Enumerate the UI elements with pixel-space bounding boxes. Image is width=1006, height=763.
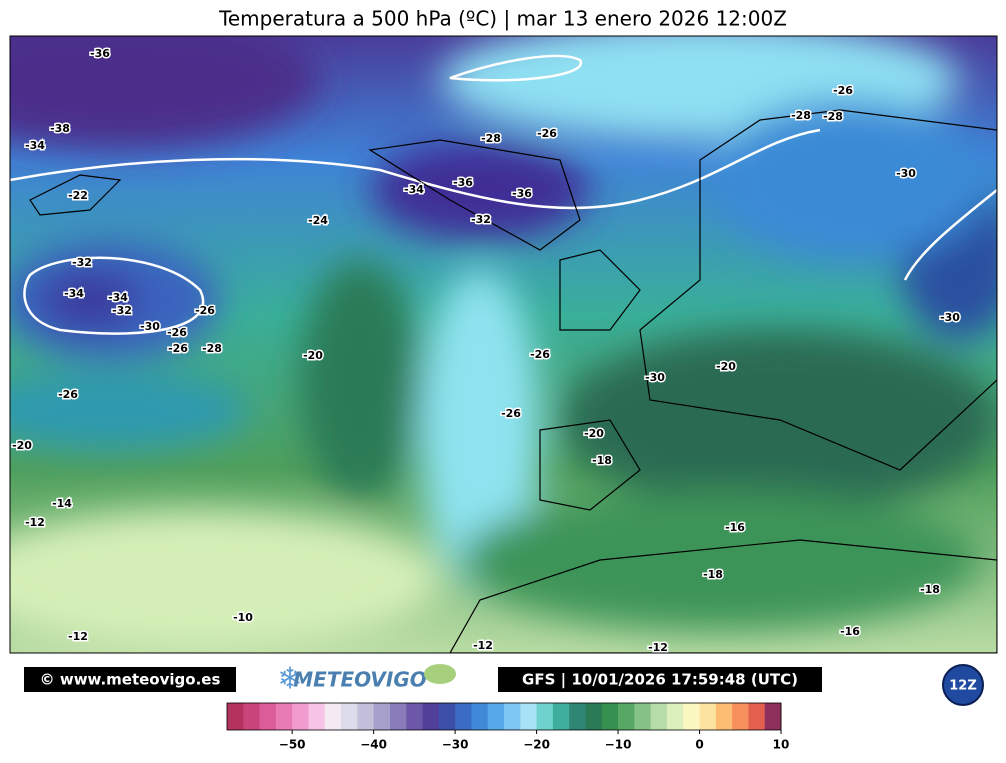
run-badge: 12Z [949, 679, 977, 694]
map-field: -36-38-34-22-32-34 -34-32-30-26-26-26 -28-… [10, 36, 997, 654]
contour-label: -12 [473, 639, 493, 652]
contour-label: -32 [72, 256, 92, 269]
colorbar-swatch [389, 703, 407, 730]
colorbar-swatch [732, 703, 749, 730]
contour-label: -26 [537, 127, 557, 140]
contour-label: -12 [648, 641, 668, 654]
colorbar-swatch [585, 703, 603, 730]
contour-label: -26 [195, 304, 215, 317]
colorbar-swatch [243, 703, 261, 730]
colorbar-swatch [438, 703, 456, 730]
contour-label: -30 [645, 371, 665, 384]
contour-label: -26 [501, 407, 521, 420]
map-title: Temperatura a 500 hPa (ºC) | mar 13 ener… [218, 7, 787, 31]
contour-label: -32 [112, 304, 132, 317]
contour-label: -34 [108, 291, 128, 304]
colorbar-swatch [341, 703, 358, 730]
contour-label: -28 [823, 110, 843, 123]
contour-label: -20 [584, 427, 604, 440]
contour-label: -36 [90, 47, 110, 60]
colorbar-swatch [357, 703, 375, 730]
contour-label: -30 [140, 320, 160, 333]
colorbar-swatch [487, 703, 505, 730]
colorbar-tick-label: −40 [360, 738, 387, 752]
contour-label: -26 [168, 342, 188, 355]
contour-label: -12 [68, 630, 88, 643]
colorbar-swatch [520, 703, 538, 730]
contour-label: -32 [471, 213, 491, 226]
contour-label: -22 [68, 189, 88, 202]
model-run-stamp: GFS | 10/01/2026 17:59:48 (UTC) [522, 671, 798, 690]
colorbar-tick-label: 0 [695, 738, 703, 752]
colorbar-swatch [422, 703, 440, 730]
contour-label: -20 [12, 439, 32, 452]
contour-label: -28 [202, 342, 222, 355]
contour-label: -28 [481, 132, 501, 145]
contour-label: -20 [303, 349, 323, 362]
colorbar-swatch [504, 703, 521, 730]
logo-icon: ❄ [277, 662, 302, 697]
contour-label: -30 [940, 311, 960, 324]
colorbar-swatch [634, 703, 652, 730]
contour-label: -26 [833, 84, 853, 97]
colorbar-swatch [259, 703, 277, 730]
logo-leaf [424, 664, 456, 684]
colorbar-swatch [536, 703, 554, 730]
contour-label: -18 [703, 568, 723, 581]
colorbar-tick-label: −30 [442, 738, 469, 752]
colorbar-swatch [275, 703, 293, 730]
colorbar-tick-label: −20 [523, 738, 550, 752]
contour-label: -28 [791, 109, 811, 122]
colorbar-swatch [683, 703, 701, 730]
colorbar-swatch [455, 703, 472, 730]
colorbar-swatch [471, 703, 489, 730]
colorbar-swatch [699, 703, 717, 730]
contour-label: -30 [896, 167, 916, 180]
contour-label: -26 [167, 326, 187, 339]
colorbar-swatch [764, 703, 782, 730]
contour-label: -18 [592, 454, 612, 467]
colorbar-tick-label: −10 [605, 738, 632, 752]
copyright: © www.meteovigo.es [40, 671, 221, 689]
contour-label: -24 [308, 214, 328, 227]
contour-label: -16 [725, 521, 745, 534]
colorbar-tick-label: −50 [279, 738, 306, 752]
colorbar-swatch [601, 703, 619, 730]
colorbar: −50 −40 −30 −20 −10 0 10 [226, 702, 790, 752]
logo-text: METEOVIGO [293, 668, 427, 692]
colorbar-swatch [308, 703, 326, 730]
contour-label: -10 [233, 611, 253, 624]
contour-label: -26 [58, 388, 78, 401]
contour-label: -16 [840, 625, 860, 638]
contour-label: -36 [453, 176, 473, 189]
colorbar-frame [226, 702, 782, 731]
colorbar-swatch [552, 703, 570, 730]
colorbar-swatch [650, 703, 668, 730]
colorbar-swatch [618, 703, 635, 730]
colorbar-swatch [748, 703, 766, 730]
colorbar-swatch [715, 703, 733, 730]
colorbar-tick-label: 10 [773, 738, 790, 752]
contour-label: -18 [920, 583, 940, 596]
contour-label: -34 [64, 287, 84, 300]
contour-label: -26 [530, 348, 550, 361]
contour-label: -20 [716, 360, 736, 373]
colorbar-swatch [406, 703, 424, 730]
contour-label: -38 [50, 122, 70, 135]
colorbar-swatch [292, 703, 309, 730]
colorbar-swatch [569, 703, 586, 730]
contour-label: -14 [52, 497, 72, 510]
colorbar-swatch [324, 703, 342, 730]
colorbar-swatch [666, 703, 684, 730]
colorbar-swatch [227, 703, 244, 730]
colorbar-swatch [373, 703, 391, 730]
contour-label: -34 [25, 139, 45, 152]
contour-label: -36 [512, 187, 532, 200]
contour-label: -34 [404, 183, 424, 196]
contour-label: -12 [25, 516, 45, 529]
